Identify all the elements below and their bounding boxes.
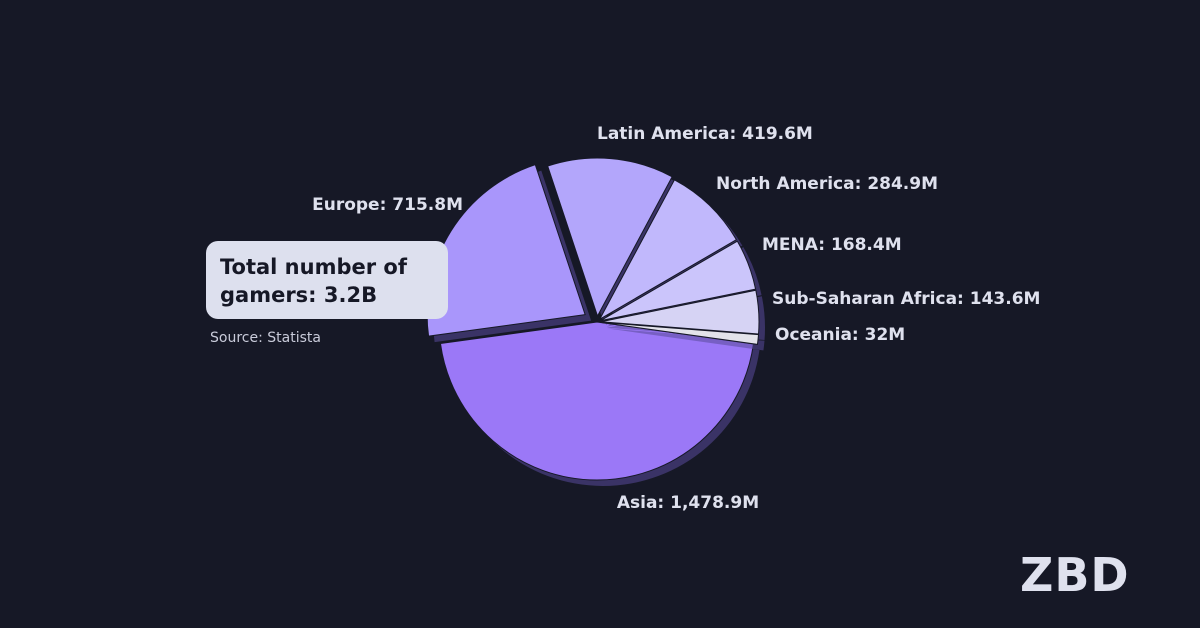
slice-edge bbox=[606, 328, 765, 351]
slice bbox=[600, 289, 760, 335]
slice-label: Sub-Saharan Africa: 143.6M bbox=[772, 289, 1040, 309]
slice bbox=[439, 321, 755, 481]
slice bbox=[600, 240, 757, 322]
slice-label: Oceania: 32M bbox=[775, 325, 905, 345]
slice-label: Asia: 1,478.9M bbox=[617, 493, 759, 513]
source: Source: Statista bbox=[210, 330, 321, 346]
slice bbox=[600, 321, 760, 345]
slice bbox=[598, 179, 738, 321]
slice-label: MENA: 168.4M bbox=[762, 235, 902, 255]
slice-label: North America: 284.9M bbox=[716, 174, 938, 194]
slice-label: Latin America: 419.6M bbox=[597, 124, 813, 144]
slice bbox=[547, 157, 673, 318]
slice-label: Europe: 715.8M bbox=[312, 195, 463, 215]
annotation: Total number of gamers: 3.2B bbox=[206, 241, 448, 319]
logo: ZBD bbox=[1020, 548, 1130, 602]
